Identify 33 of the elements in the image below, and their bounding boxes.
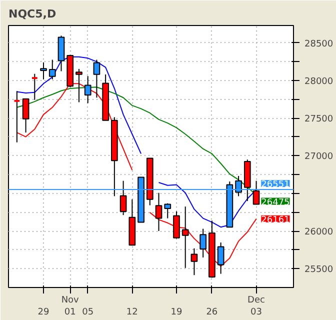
x-tick-label: Dec 03 xyxy=(248,296,266,318)
candlestick xyxy=(93,59,100,98)
x-tick-label: 12 xyxy=(126,308,138,318)
y-tick-label: 28500 xyxy=(304,39,334,50)
x-tick-label: Nov 01 xyxy=(61,296,80,318)
data-label: 26475 xyxy=(261,198,290,208)
candlestick xyxy=(22,98,30,134)
candlestick xyxy=(120,180,127,216)
candlestick xyxy=(200,228,207,258)
x-tick-label: 19 xyxy=(170,308,182,318)
ref-line-label: 26551 xyxy=(261,180,290,190)
candlestick xyxy=(252,180,260,205)
y-tick-label: 26000 xyxy=(304,228,334,238)
candlestick xyxy=(235,175,242,197)
candlestick xyxy=(190,248,198,276)
x-tick-label: 05 xyxy=(82,308,94,318)
chart-title: NQC5,D xyxy=(8,8,56,20)
y-tick-label: 27500 xyxy=(304,114,334,125)
x-tick-label: 26 xyxy=(206,308,218,318)
y-tick-label: 27000 xyxy=(304,152,334,162)
candlestick xyxy=(48,59,56,80)
y-tick-label: 28000 xyxy=(304,76,334,87)
candlestick xyxy=(155,192,162,232)
y-tick-label: 25500 xyxy=(304,265,334,276)
candlestick xyxy=(173,210,180,240)
candlestick xyxy=(164,202,172,219)
candlestick xyxy=(58,35,65,72)
x-tick-label: 29 xyxy=(38,308,50,318)
data-label: 26161 xyxy=(261,215,290,226)
candlestick xyxy=(217,242,224,274)
candlestick xyxy=(40,62,47,80)
candlestick xyxy=(84,76,92,104)
candlestick xyxy=(30,73,38,100)
